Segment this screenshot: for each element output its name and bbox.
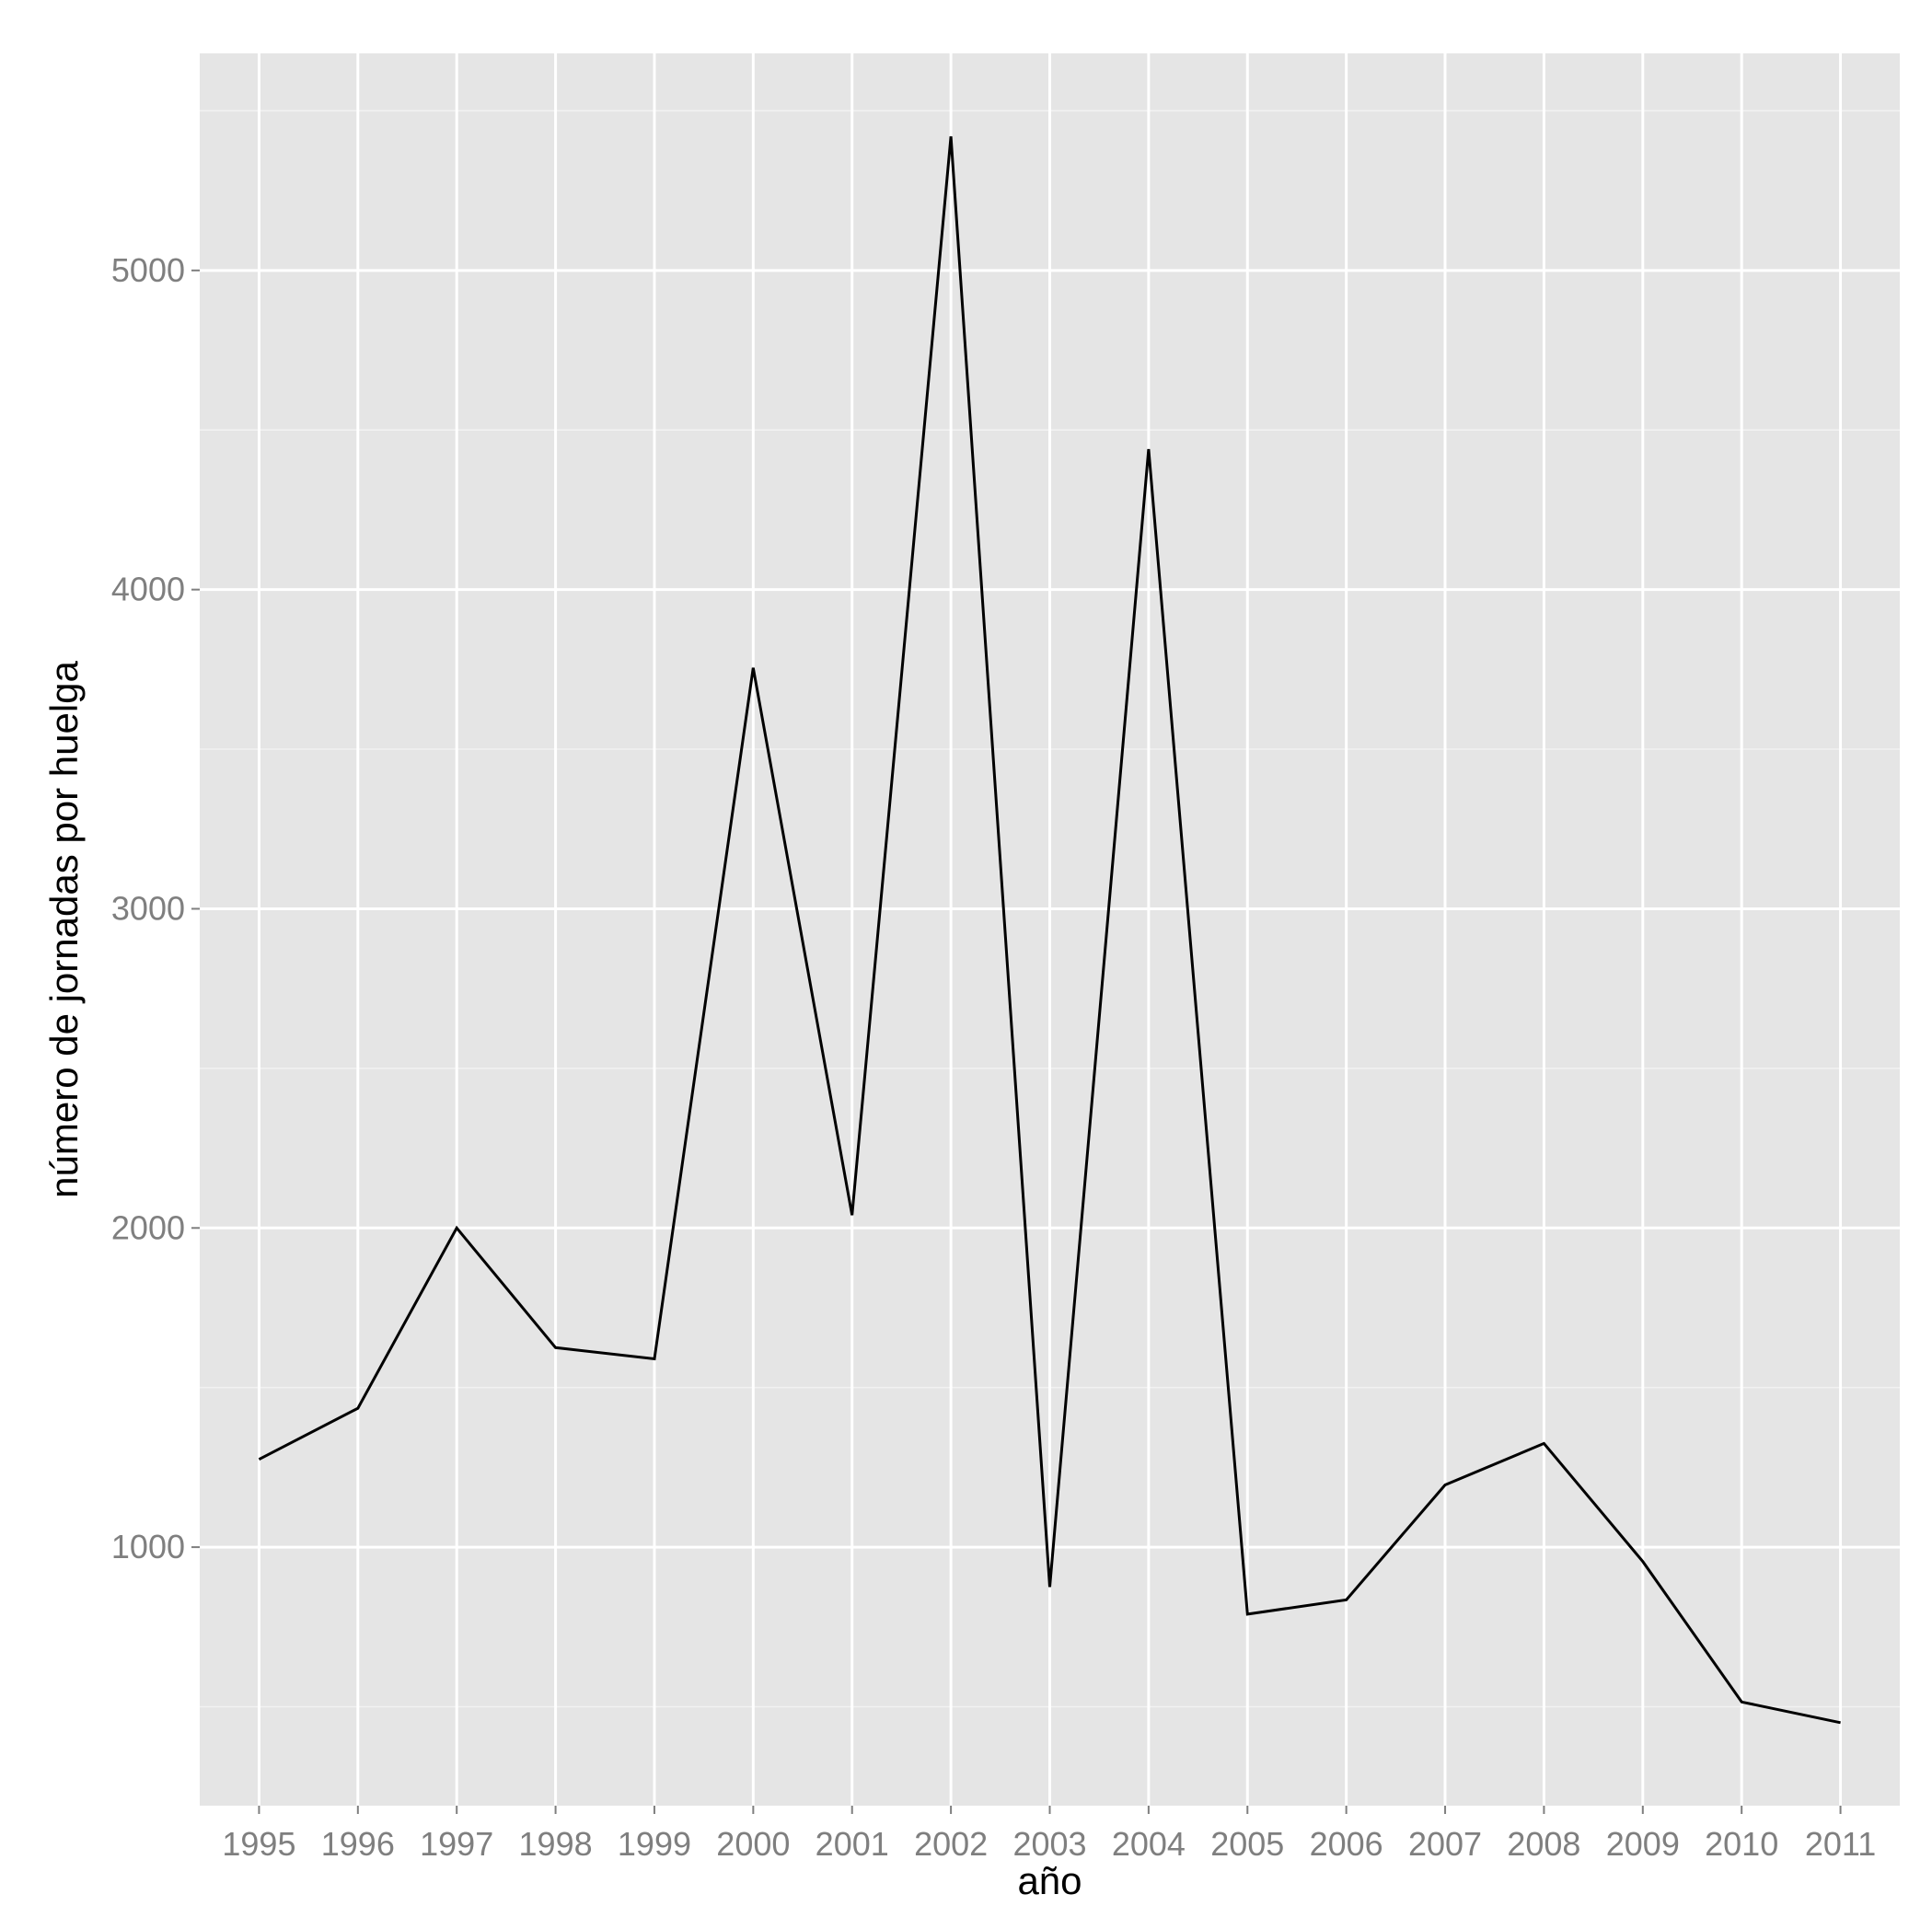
x-tick-label: 2009 — [1606, 1825, 1680, 1863]
x-tick-label: 1998 — [519, 1825, 593, 1863]
x-tick-label: 1996 — [321, 1825, 395, 1863]
x-tick-label: 2002 — [914, 1825, 988, 1863]
y-tick-label: 1000 — [111, 1528, 185, 1565]
y-tick-label: 3000 — [111, 889, 185, 927]
y-tick-label: 5000 — [111, 251, 185, 289]
x-tick-label: 2004 — [1112, 1825, 1186, 1863]
x-tick-label: 2006 — [1310, 1825, 1383, 1863]
x-tick-label: 2000 — [716, 1825, 790, 1863]
x-tick-label: 2011 — [1805, 1825, 1876, 1863]
x-tick-label: 2005 — [1210, 1825, 1284, 1863]
y-tick-label: 2000 — [111, 1208, 185, 1246]
series-line — [258, 136, 1841, 1725]
x-tick-label: 2007 — [1408, 1825, 1482, 1863]
x-tick-label: 2010 — [1705, 1825, 1778, 1863]
x-tick-label: 1995 — [222, 1825, 295, 1863]
major-gridlines — [200, 53, 1900, 1806]
x-tick-label: 1999 — [618, 1825, 691, 1863]
x-tick-label: 2003 — [1012, 1825, 1086, 1863]
x-tick-label: 2001 — [816, 1825, 889, 1863]
x-tick-label: 2008 — [1507, 1825, 1580, 1863]
x-axis-title: año — [1017, 1859, 1082, 1902]
y-axis-ticks: 1000 2000 3000 4000 5000 — [111, 251, 200, 1565]
x-axis-ticks: 1995 1996 1997 1998 1999 2000 2001 2002 2003 2004… — [222, 1806, 1876, 1863]
series-layer — [258, 136, 1841, 1725]
y-axis-title: número de jornadas por huelga — [42, 660, 86, 1197]
x-tick-label: 1997 — [420, 1825, 493, 1863]
y-tick-label: 4000 — [111, 571, 185, 608]
